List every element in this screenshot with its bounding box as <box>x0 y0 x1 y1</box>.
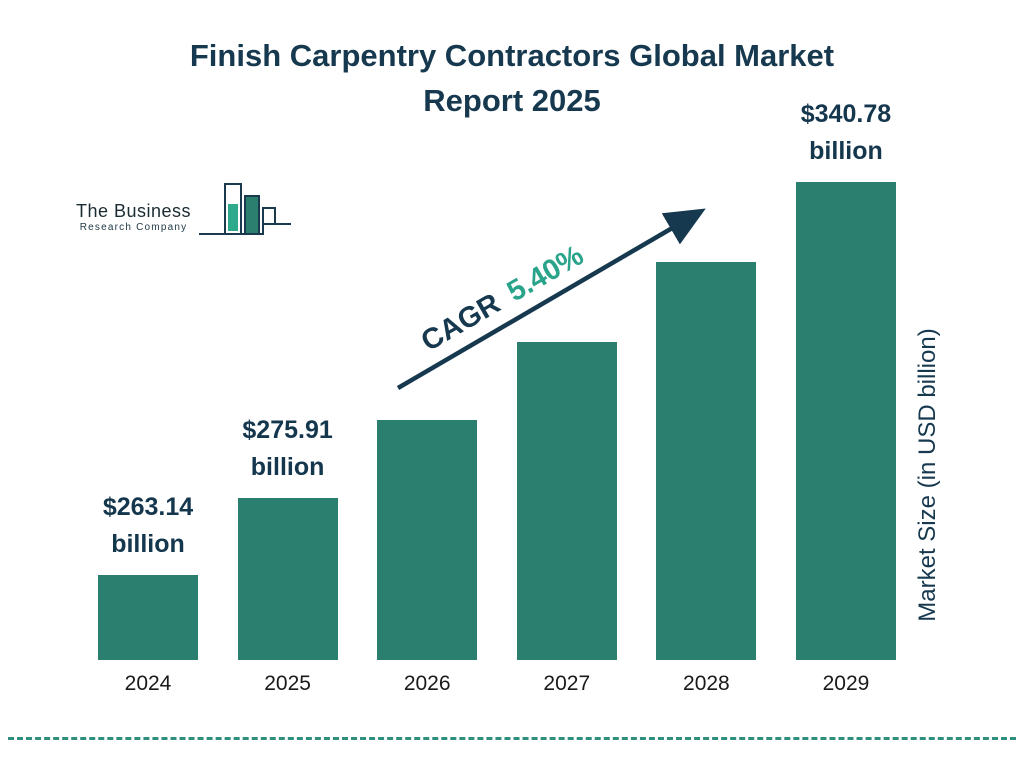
company-logo: The Business Research Company <box>76 178 293 255</box>
y-axis-label: Market Size (in USD billion) <box>914 328 941 622</box>
title-line-1: Finish Carpentry Contractors Global Mark… <box>189 38 835 73</box>
value-label: $263.14 billion <box>102 493 194 558</box>
bottom-dashed-divider <box>8 737 1016 740</box>
bar-2029 <box>795 182 896 660</box>
bar-2025 <box>237 498 338 660</box>
logo-subname: Research Company <box>79 222 188 233</box>
bar-group: 2024 $263.14 billion <box>98 493 198 698</box>
x-tick-label: 2027 <box>543 672 591 695</box>
x-tick-label: 2026 <box>403 672 451 695</box>
company-logo-text: The Business Research Company <box>76 201 191 233</box>
x-tick-label: 2028 <box>683 672 730 695</box>
title-line-2: Report 2025 <box>423 82 601 118</box>
value-label: $340.78 billion <box>800 100 892 165</box>
bar-2024 <box>98 575 198 660</box>
bar-2027 <box>516 342 617 660</box>
bar-2026 <box>377 420 478 660</box>
x-tick-label: 2025 <box>264 672 311 695</box>
bar-2028 <box>656 262 757 660</box>
bar-group: 2025 $275.91 billion <box>237 416 338 698</box>
value-label: $275.91 billion <box>242 416 333 481</box>
bar-chart: 2024 $263.14 billion 2025 $275.91 billion 2026… <box>98 100 896 698</box>
bar-group: 2029 $340.78 billion <box>795 100 896 698</box>
bar-group: 2027 <box>516 342 617 698</box>
x-tick-label: 2029 <box>822 672 870 695</box>
logo-name: The Business <box>76 201 192 221</box>
x-tick-label: 2024 <box>124 672 172 695</box>
bar-group: 2026 <box>377 420 478 698</box>
logo-chart-icon <box>197 178 293 255</box>
page-title: Finish Carpentry Contractors Global Mark… <box>0 34 1024 124</box>
bar-group: 2028 <box>656 262 757 698</box>
